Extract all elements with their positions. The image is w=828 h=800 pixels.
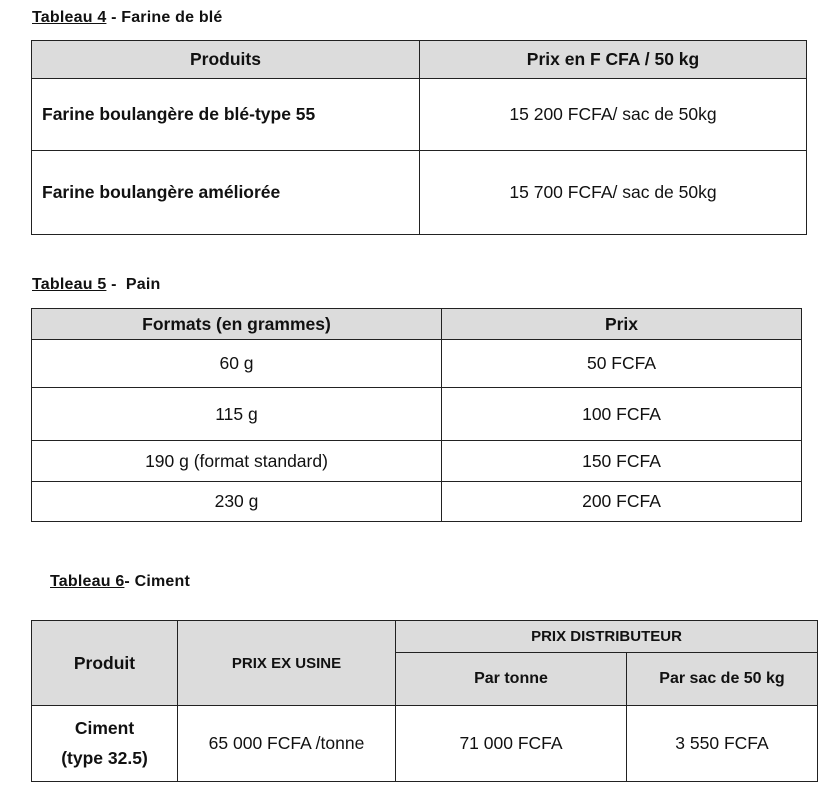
table-row: 60 g 50 FCFA <box>31 339 802 388</box>
produit-cell: Farine boulangère de blé-type 55 <box>31 78 420 151</box>
tableau5-label: Tableau 5 <box>32 276 107 293</box>
tableau5-title: Tableau 5 - Pain <box>32 276 160 294</box>
par-tonne-cell: 71 000 FCFA <box>395 705 627 782</box>
tableau6-table: Produit PRIX EX USINE PRIX DISTRIBUTEUR … <box>31 620 818 782</box>
tableau4-label: Tableau 4 <box>32 9 107 26</box>
table-row: Farine boulangère améliorée 15 700 FCFA/… <box>31 150 807 235</box>
tableau6-title: Tableau 6- Ciment <box>50 573 190 591</box>
header-ex-usine: PRIX EX USINE <box>177 620 396 706</box>
header-prix: Prix en F CFA / 50 kg <box>419 40 807 79</box>
prix-cell: 15 700 FCFA/ sac de 50kg <box>419 150 807 235</box>
header-prix: Prix <box>441 308 802 340</box>
header-par-tonne: Par tonne <box>395 652 627 706</box>
table-row: Ciment (type 32.5) 65 000 FCFA /tonne 71 … <box>31 705 818 782</box>
tableau6-subtitle: - Ciment <box>124 573 191 590</box>
ex-usine-cell: 65 000 FCFA /tonne <box>177 705 396 782</box>
tableau4-title: Tableau 4 - Farine de blé <box>32 9 223 27</box>
par-sac-cell: 3 550 FCFA <box>626 705 818 782</box>
format-cell: 60 g <box>31 339 442 388</box>
format-cell: 230 g <box>31 481 442 522</box>
tableau4-table: Produits Prix en F CFA / 50 kg Farine bo… <box>31 40 807 235</box>
format-cell: 190 g (format standard) <box>31 440 442 482</box>
produit-line1: Ciment <box>74 717 135 738</box>
tableau5-subtitle: - Pain <box>106 276 161 293</box>
prix-cell: 50 FCFA <box>441 339 802 388</box>
table-row: 230 g 200 FCFA <box>31 481 802 522</box>
header-formats: Formats (en grammes) <box>31 308 442 340</box>
header-produits: Produits <box>31 40 420 79</box>
table-row: 115 g 100 FCFA <box>31 387 802 441</box>
header-par-sac: Par sac de 50 kg <box>626 652 818 706</box>
tableau5-table: Formats (en grammes) Prix 60 g 50 FCFA 1… <box>31 308 802 522</box>
tableau4-subtitle: - Farine de blé <box>106 9 223 26</box>
header-produit: Produit <box>31 620 178 706</box>
prix-cell: 150 FCFA <box>441 440 802 482</box>
table-row: 190 g (format standard) 150 FCFA <box>31 440 802 482</box>
format-cell: 115 g <box>31 387 442 441</box>
table-row: Farine boulangère de blé-type 55 15 200 … <box>31 78 807 151</box>
prix-cell: 15 200 FCFA/ sac de 50kg <box>419 78 807 151</box>
produit-cell: Farine boulangère améliorée <box>31 150 420 235</box>
tableau6-label: Tableau 6 <box>50 573 125 590</box>
produit-cell: Ciment (type 32.5) <box>31 705 178 782</box>
prix-cell: 200 FCFA <box>441 481 802 522</box>
produit-line2: (type 32.5) <box>61 747 148 768</box>
header-distributeur: PRIX DISTRIBUTEUR <box>395 620 818 653</box>
prix-cell: 100 FCFA <box>441 387 802 441</box>
